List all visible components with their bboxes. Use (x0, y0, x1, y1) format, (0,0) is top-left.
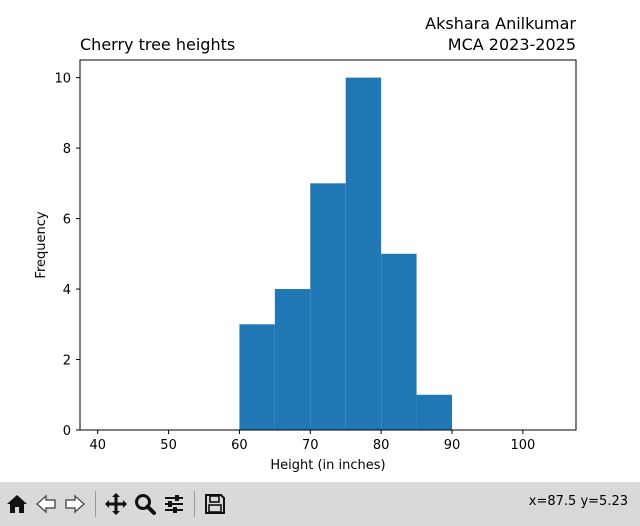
histogram-bar (381, 253, 417, 430)
zoom-icon (135, 494, 156, 515)
forward-icon (65, 494, 86, 514)
forward-button[interactable] (62, 489, 88, 519)
chart-title: Cherry tree heights (80, 35, 236, 54)
y-tick-label: 8 (63, 142, 71, 157)
x-tick-label: 70 (302, 438, 319, 453)
save-button[interactable] (202, 489, 228, 519)
chart-title-right: Akshara Anilkumar MCA 2023-2025 (425, 13, 576, 55)
histogram-bar (239, 324, 275, 430)
configure-subplots-button[interactable] (161, 489, 187, 519)
cursor-coordinates: x=87.5 y=5.23 (528, 494, 628, 509)
x-tick-label: 90 (444, 438, 461, 453)
y-tick-label: 0 (63, 424, 71, 439)
home-icon (7, 495, 27, 513)
y-axis-label: Frequency (34, 211, 49, 278)
zoom-button[interactable] (132, 489, 158, 519)
toolbar-separator (95, 491, 96, 517)
axes-frame (79, 59, 577, 431)
configure-subplots-icon (165, 495, 183, 513)
save-icon (205, 494, 225, 514)
course-label: MCA 2023-2025 (447, 35, 576, 54)
x-ticks-group: 40 50 60 70 80 90 100 (89, 430, 535, 453)
x-tick-label: 60 (231, 438, 248, 453)
author-name: Akshara Anilkumar (425, 14, 576, 33)
bars-group (239, 77, 452, 430)
back-button[interactable] (33, 489, 59, 519)
back-icon (35, 494, 56, 514)
pan-button[interactable] (103, 489, 129, 519)
navigation-toolbar: x=87.5 y=5.23 (0, 482, 640, 526)
y-tick-label: 2 (63, 354, 71, 369)
histogram-bar (416, 394, 452, 430)
histogram-bar (274, 289, 311, 430)
pan-icon (105, 493, 127, 515)
y-ticks-group: 0 2 4 6 8 10 (54, 72, 80, 439)
plot-area[interactable]: 40 50 60 70 80 90 100 0 2 4 6 8 10 Height (in inche… (0, 0, 640, 482)
home-button[interactable] (4, 489, 30, 519)
x-tick-label: 80 (373, 438, 390, 453)
y-tick-label: 6 (63, 213, 71, 228)
y-tick-label: 10 (54, 72, 71, 87)
histogram-bar (310, 183, 346, 430)
x-axis-label: Height (in inches) (270, 458, 385, 473)
toolbar-separator (194, 491, 195, 517)
x-tick-label: 40 (89, 438, 106, 453)
x-tick-label: 100 (510, 438, 535, 453)
figure: Cherry tree heights Akshara Anilkumar MC… (0, 0, 640, 482)
x-tick-label: 50 (160, 438, 177, 453)
histogram-bar (345, 77, 382, 430)
y-tick-label: 4 (63, 283, 71, 298)
